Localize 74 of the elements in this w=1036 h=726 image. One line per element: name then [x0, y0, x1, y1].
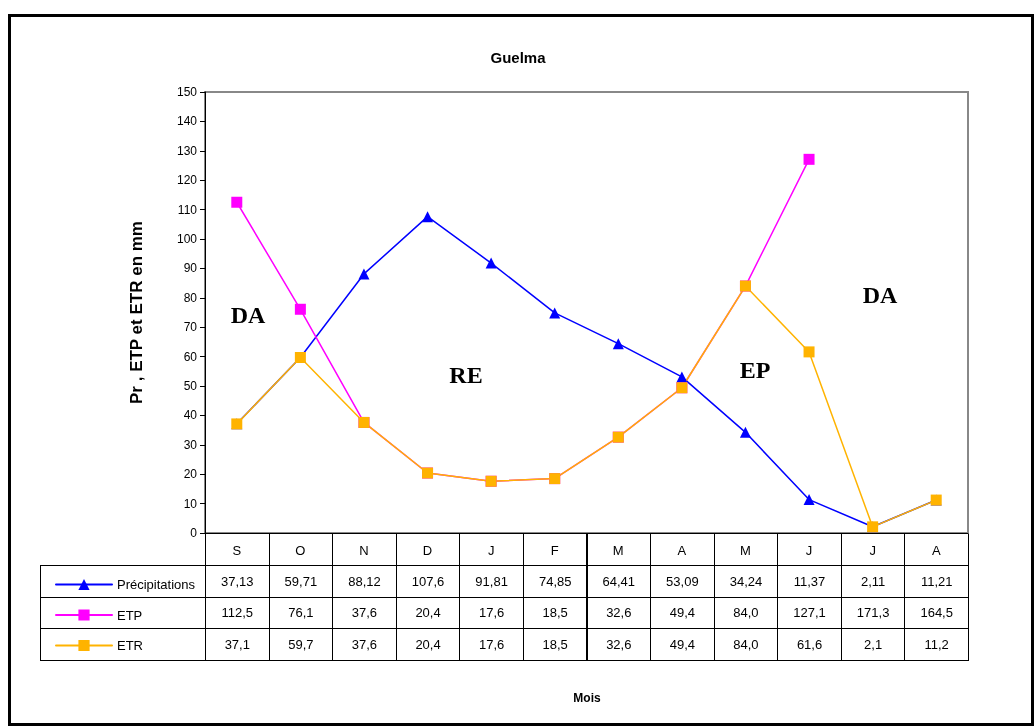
data-label: 59,7: [268, 628, 334, 661]
x-tick-label: J: [869, 543, 876, 558]
data-label: 32,6: [586, 596, 652, 629]
chart-title: Guelma: [490, 49, 547, 66]
data-label: 107,6: [395, 565, 461, 598]
data-label: 88,12: [332, 565, 397, 598]
data-label: 84,0: [713, 628, 779, 661]
data-label: 17,6: [459, 628, 524, 661]
data-label: 76,1: [268, 596, 334, 629]
y-tick-label: 60: [183, 349, 198, 364]
annotation: DA: [230, 301, 266, 329]
x-tick-label: S: [232, 543, 242, 558]
data-label: 49,4: [650, 628, 715, 661]
x-tick-label: D: [422, 543, 433, 558]
x-tick-label: O: [295, 543, 306, 558]
data-label: 49,4: [650, 596, 715, 629]
data-label: 127,1: [777, 596, 842, 629]
data-label: 17,6: [459, 596, 524, 629]
data-label: 18,5: [522, 596, 588, 629]
x-tick-label: N: [359, 543, 369, 558]
data-label: 53,09: [650, 565, 715, 598]
y-tick-label: 140: [176, 114, 198, 129]
y-tick-label: 10: [183, 496, 198, 511]
annotation: EP: [739, 356, 771, 384]
data-label: 84,0: [713, 596, 779, 629]
data-label: 37,6: [332, 628, 397, 661]
data-label: 32,6: [586, 628, 652, 661]
y-tick-label: 120: [176, 173, 198, 188]
legend-label: ETR: [117, 638, 143, 653]
data-label: 91,81: [459, 565, 524, 598]
y-tick-label: 110: [177, 202, 198, 217]
annotation: DA: [862, 281, 898, 309]
y-tick-label: 130: [176, 143, 198, 158]
x-tick-label: M: [740, 543, 751, 558]
data-label: 37,13: [205, 565, 270, 598]
data-label: 2,11: [840, 565, 906, 598]
data-label: 112,5: [205, 596, 270, 629]
text: 164,5: [920, 605, 953, 621]
data-label: 61,6: [777, 628, 842, 661]
x-tick-label: A: [677, 543, 687, 558]
y-tick-label: 40: [183, 408, 198, 423]
x-tick-label: F: [550, 543, 559, 558]
y-axis-title: Pr , ETP et ETR en mm: [127, 221, 146, 404]
data-label: 11,2: [904, 628, 969, 661]
data-label: 74,85: [522, 565, 588, 598]
data-label: 18,5: [522, 628, 588, 661]
text: Mois: [573, 691, 601, 705]
data-label: 11,37: [777, 565, 842, 598]
annotation: RE: [449, 361, 483, 389]
text: 171,3: [856, 605, 890, 621]
legend-label: Précipitations: [117, 577, 196, 592]
x-tick-label: M: [612, 543, 624, 558]
data-label: 2,1: [840, 628, 906, 661]
y-tick-label: 30: [183, 437, 198, 452]
y-tick-label: 80: [183, 290, 198, 305]
y-tick-label: 50: [183, 379, 198, 393]
x-tick-label: J: [805, 543, 813, 558]
x-tick-label: J: [487, 543, 495, 558]
data-label: 59,71: [268, 565, 334, 598]
y-tick-label: 150: [176, 85, 198, 99]
y-tick-label: 90: [183, 261, 198, 276]
data-label: 37,6: [332, 596, 397, 629]
data-label: 20,4: [395, 628, 461, 661]
data-label: 37,1: [205, 628, 270, 661]
y-tick-label: 20: [183, 467, 198, 482]
data-label: 11,21: [904, 565, 969, 598]
legend-label: ETP: [117, 607, 143, 623]
y-tick-label: 100: [176, 232, 198, 246]
y-tick-label: 0: [190, 526, 198, 540]
data-label: 64,41: [586, 565, 652, 598]
data-label: 34,24: [713, 565, 779, 598]
data-label: 20,4: [395, 596, 461, 629]
y-tick-label: 70: [183, 320, 198, 335]
x-tick-label: A: [931, 543, 941, 558]
